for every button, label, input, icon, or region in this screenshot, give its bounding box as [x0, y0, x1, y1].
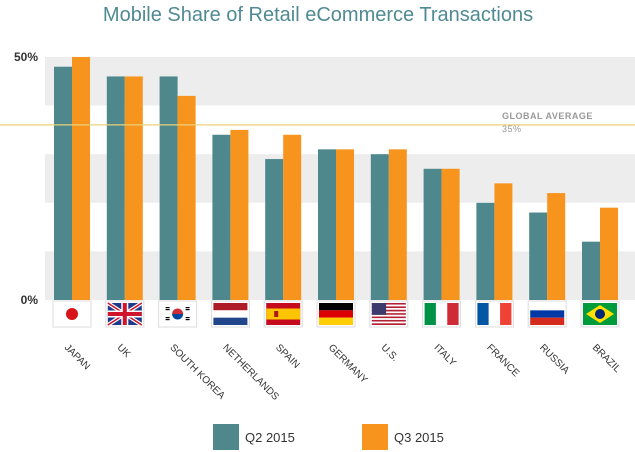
spain-flag-icon [263, 300, 303, 328]
bar-q3 [336, 149, 354, 300]
bars [54, 57, 618, 300]
netherlands-flag-icon [210, 300, 250, 328]
us-flag-icon [369, 300, 409, 328]
uk-flag-icon [105, 300, 145, 328]
bar-q2 [370, 154, 389, 300]
bar-q3 [441, 168, 460, 300]
france-flag-icon [474, 300, 514, 328]
country-flags [52, 300, 620, 328]
bar-q3 [124, 76, 143, 300]
bar-q2 [106, 76, 125, 300]
japan-flag-icon [52, 300, 92, 328]
russia-flag-icon [527, 300, 567, 328]
bar-q2 [212, 134, 231, 300]
legend-label: Q3 2015 [394, 430, 444, 445]
y-tick-label: 50% [14, 50, 38, 64]
south-korea-flag-icon [158, 300, 198, 328]
y-tick-label: 0% [21, 293, 39, 307]
bar-q2 [54, 66, 72, 300]
legend: Q2 2015 Q3 2015 [213, 424, 444, 450]
bar-q2 [529, 212, 548, 300]
italy-flag-icon [422, 300, 462, 328]
x-tick-label: UK [115, 342, 133, 360]
legend-swatch [213, 424, 239, 450]
legend-label: Q2 2015 [245, 430, 295, 445]
bar-q3 [600, 207, 618, 300]
bar-q2 [159, 76, 178, 300]
global-average-value: 35% [502, 124, 522, 134]
x-tick-label: JAPAN [62, 342, 92, 372]
brazil-flag-icon [580, 300, 620, 328]
grid-band [45, 57, 635, 106]
x-tick-label: NETHERLANDS [220, 342, 281, 403]
bar-q3 [177, 95, 196, 300]
x-tick-label: ITALY [431, 342, 458, 369]
bar-q3 [388, 149, 407, 300]
x-tick-label: FRANCE [484, 342, 521, 379]
x-tick-label: RUSSIA [537, 342, 571, 376]
bar-q3 [283, 134, 302, 300]
chart-title: Mobile Share of Retail eCommerce Transac… [103, 4, 533, 26]
x-tick-label: SOUTH KOREA [167, 342, 226, 401]
bar-q3 [230, 129, 249, 300]
bar-q2 [476, 202, 495, 300]
bar-q3 [72, 57, 90, 300]
global-average-label: GLOBAL AVERAGE [502, 111, 593, 121]
bar-q2 [423, 168, 442, 300]
bar-q2 [265, 159, 284, 300]
bar-q3 [547, 193, 566, 300]
bar-q3 [494, 183, 513, 300]
y-axis-ticks: 50% 0% [14, 50, 38, 307]
x-tick-label: BRAZIL [590, 342, 623, 375]
bar-q2 [582, 241, 600, 300]
bar-q2 [318, 149, 336, 300]
germany-flag-icon [316, 300, 356, 328]
x-tick-label: SPAIN [273, 342, 301, 370]
grid-band [45, 105, 635, 155]
global-average-reference: GLOBAL AVERAGE 35% [0, 111, 635, 134]
x-tick-label: GERMANY [326, 342, 370, 386]
x-tick-label: U.S. [379, 342, 401, 364]
legend-swatch [362, 424, 388, 450]
